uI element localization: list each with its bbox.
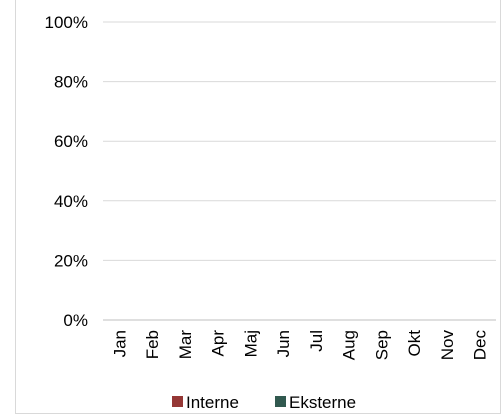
- legend-swatch-eksterne: [275, 396, 286, 407]
- y-tick-label: 40%: [54, 192, 88, 211]
- x-category-label: Dec: [471, 330, 490, 361]
- x-category-label: Feb: [143, 330, 162, 359]
- x-category-label: Jun: [274, 330, 293, 357]
- x-axis-category-labels: Jan Feb Mar Apr Maj Jun Jul Aug Sep Okt Nov Dec: [110, 330, 489, 361]
- x-category-label: Maj: [241, 330, 260, 357]
- x-category-label: Jan: [110, 330, 129, 357]
- y-tick-label: 0%: [63, 311, 88, 330]
- chart-frame: [15, 0, 501, 414]
- x-category-label: Sep: [372, 330, 391, 360]
- x-category-label: Aug: [340, 330, 359, 360]
- legend: Interne Eksterne: [172, 393, 356, 412]
- y-tick-label: 80%: [54, 73, 88, 92]
- y-axis-tick-labels: 0% 20% 40% 60% 80% 100%: [45, 13, 88, 330]
- y-tick-label: 60%: [54, 132, 88, 151]
- x-category-label: Jul: [307, 330, 326, 352]
- x-category-label: Okt: [405, 330, 424, 357]
- y-tick-label: 20%: [54, 251, 88, 270]
- legend-label-eksterne: Eksterne: [289, 393, 356, 412]
- y-tick-label: 100%: [45, 13, 88, 32]
- legend-label-interne: Interne: [186, 393, 239, 412]
- legend-swatch-interne: [172, 396, 183, 407]
- x-category-label: Nov: [438, 330, 457, 361]
- x-category-label: Mar: [176, 330, 195, 360]
- x-category-label: Apr: [209, 330, 228, 357]
- gridlines: [103, 21, 496, 321]
